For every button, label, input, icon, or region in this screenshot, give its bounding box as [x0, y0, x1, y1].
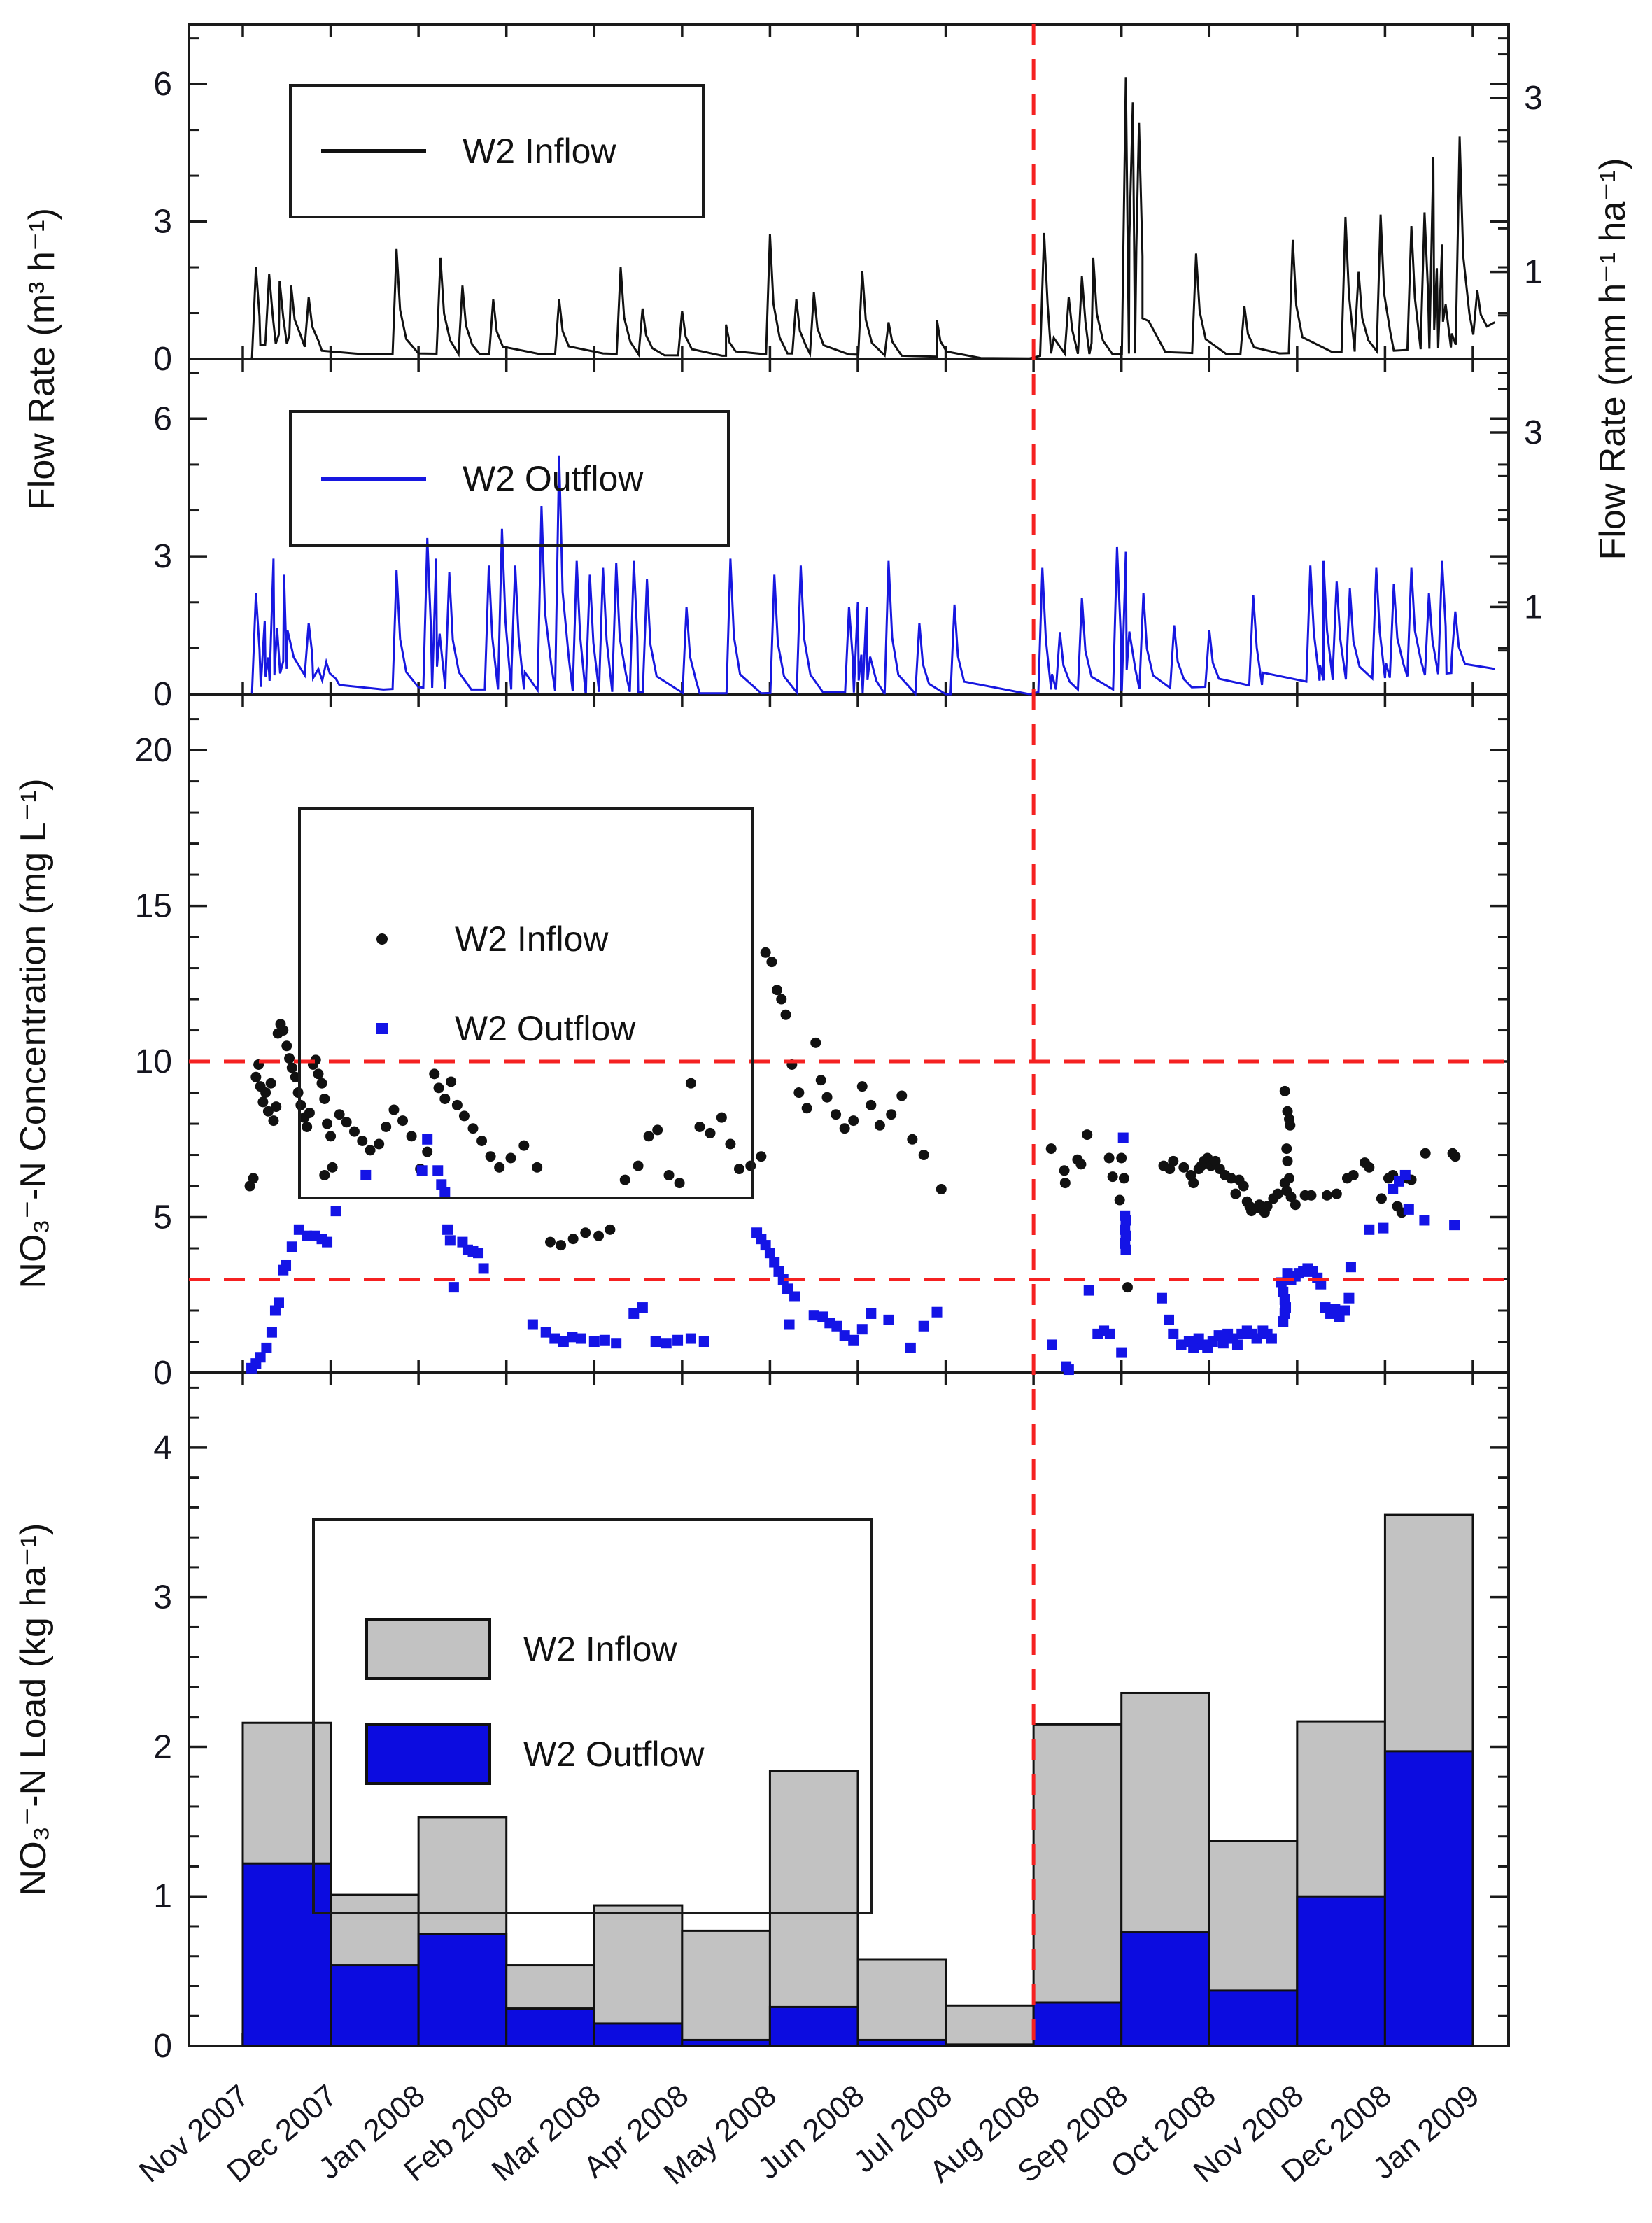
outflow-flow-line	[250, 455, 1495, 697]
outflow-square-swatch	[376, 1023, 388, 1034]
inflow-flow-line-group	[250, 77, 1496, 360]
bar-outflow	[768, 2005, 859, 2047]
legend-load: W2 Inflow W2 Outflow	[312, 1518, 873, 1914]
svg-text:5: 5	[153, 1199, 172, 1236]
svg-text:20: 20	[135, 732, 172, 769]
svg-text:0: 0	[153, 341, 172, 378]
bar-outflow	[856, 2038, 947, 2047]
bar-outflow	[945, 2043, 1035, 2047]
svg-text:10: 10	[135, 1043, 172, 1080]
svg-text:4: 4	[153, 1430, 172, 1467]
outflow-bar-swatch	[365, 1723, 491, 1785]
bar-outflow	[593, 2022, 684, 2047]
bar-outflow	[330, 1964, 420, 2047]
bar-inflow	[768, 1770, 859, 2047]
y-ticks: 0 3 6 1 3 0 3 6 1 3 0 5 10 15 20 0 1 2 3 4	[135, 37, 1543, 2065]
svg-text:1: 1	[1524, 254, 1543, 291]
legend-label: W2 Inflow	[455, 919, 609, 959]
bar-outflow	[681, 2038, 771, 2047]
svg-text:0: 0	[153, 676, 172, 713]
svg-text:0: 0	[153, 1355, 172, 1392]
svg-text:6: 6	[153, 400, 172, 437]
legend-label: W2 Inflow	[523, 1630, 677, 1669]
bar-outflow	[241, 1862, 332, 2047]
bar-inflow	[681, 1929, 771, 2047]
svg-text:3: 3	[153, 204, 172, 241]
bar-outflow	[505, 2007, 595, 2047]
svg-text:15: 15	[135, 888, 172, 925]
bar-outflow	[1120, 1931, 1210, 2047]
legend-label: W2 Outflow	[455, 1009, 636, 1048]
svg-text:6: 6	[153, 66, 172, 103]
bar-outflow	[1383, 1750, 1474, 2047]
outflow-flow-line-group	[250, 455, 1495, 697]
bar-inflow	[1032, 1723, 1123, 2047]
legend-label: W2 Inflow	[463, 132, 616, 171]
load-axis-title: NO₃⁻-N Load (kg ha⁻¹)	[13, 1523, 54, 1896]
reference-lines	[189, 24, 1509, 2046]
legend-inflow-flow: W2 Inflow	[289, 84, 705, 218]
inflow-flow-line	[250, 77, 1496, 360]
legend-concentration: W2 Inflow W2 Outflow	[298, 807, 754, 1199]
load-bars	[241, 1513, 1474, 2047]
svg-text:2: 2	[153, 1728, 172, 1765]
inflow-bar-swatch	[365, 1618, 491, 1680]
bar-outflow	[417, 1933, 508, 2047]
svg-text:3: 3	[153, 538, 172, 575]
svg-text:3: 3	[153, 1579, 172, 1616]
outflow-line-swatch	[321, 477, 426, 481]
bar-outflow	[1208, 1989, 1299, 2047]
legend-label: W2 Outflow	[463, 459, 644, 498]
bar-inflow	[856, 1958, 947, 2047]
legend-outflow-flow: W2 Outflow	[289, 410, 730, 547]
svg-text:3: 3	[1524, 80, 1543, 117]
svg-text:1: 1	[1524, 588, 1543, 626]
bar-outflow	[1032, 2001, 1123, 2047]
flow-right-axis-title: Flow Rate (mm h⁻¹ ha⁻¹)	[1593, 157, 1633, 560]
svg-text:0: 0	[153, 2028, 172, 2065]
inflow-line-swatch	[321, 149, 426, 153]
bar-inflow	[945, 2004, 1035, 2047]
svg-text:3: 3	[1524, 414, 1543, 451]
bar-outflow	[1296, 1895, 1386, 2047]
svg-text:1: 1	[153, 1878, 172, 1915]
legend-label: W2 Outflow	[523, 1735, 705, 1774]
concentration-scatter	[244, 947, 1461, 1376]
inflow-dot-swatch	[376, 933, 388, 945]
